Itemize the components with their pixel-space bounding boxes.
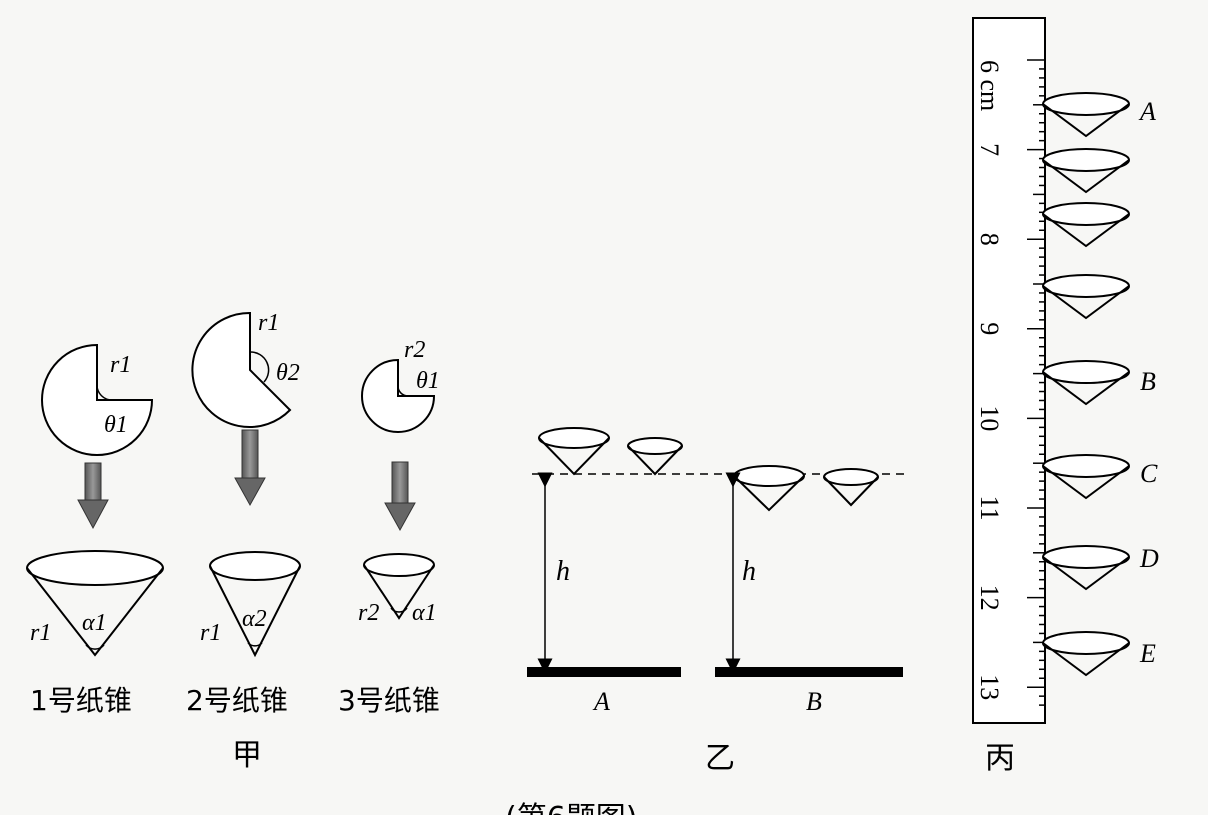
ruler-tick-label: 7 [975, 143, 1004, 156]
ruler-ticks [1027, 59, 1045, 706]
figure-caption: (第6题图) [505, 801, 638, 815]
cone-1-radius-label: r1 [30, 620, 51, 646]
ruler-cone [1042, 92, 1130, 138]
sector-1 [41, 343, 154, 456]
cone-2-radius-label: r1 [200, 620, 221, 646]
sector-3-angle-label: θ1 [416, 368, 440, 394]
cone-1-name: 1号纸锥 [30, 684, 132, 717]
ruler-cone [1042, 274, 1130, 320]
position-label: E [1139, 639, 1156, 668]
ruler-tick-labels: 6 cm 7 8 9 10 11 12 13 [975, 60, 1004, 700]
ruler: 6 cm 7 8 9 10 11 12 13 [972, 17, 1046, 724]
ruler-cone [1042, 454, 1130, 500]
arrow-1 [77, 462, 109, 530]
position-labels: A B C D E [1138, 97, 1159, 668]
ruler-tick-label: 6 cm [975, 60, 1004, 111]
arrow-2 [234, 429, 266, 507]
cone-3-name: 3号纸锥 [338, 684, 440, 717]
cone-3-angle-label: α1 [412, 600, 437, 626]
sector-3-radius-label: r2 [404, 337, 425, 363]
cone-1 [26, 550, 164, 657]
height-label-a: h [556, 556, 570, 587]
group-b-cones [733, 465, 879, 512]
ruler-tick-label: 8 [975, 233, 1004, 246]
ruler-tick-label: 13 [975, 674, 1004, 700]
ruler-tick-label: 11 [975, 495, 1004, 520]
sector-1-angle-label: θ1 [104, 412, 128, 438]
group-a-label: A [592, 687, 610, 716]
height-label-b: h [742, 556, 756, 587]
panel-bing-caption: 丙 [985, 741, 1015, 776]
cone-1-angle-label: α1 [82, 610, 107, 636]
sector-2 [191, 311, 292, 428]
position-label: B [1140, 367, 1156, 396]
group-b-label: B [806, 687, 822, 716]
panel-yi-caption: 乙 [705, 741, 735, 776]
ruler-cone [1042, 360, 1130, 406]
position-label: D [1139, 544, 1159, 573]
cone-3-radius-label: r2 [358, 600, 379, 626]
ruler-tick-label: 12 [975, 585, 1004, 611]
ruler-cone [1042, 545, 1130, 591]
sector-3 [361, 358, 436, 433]
ruler-cone [1042, 631, 1130, 677]
panel-yi-labels: h h A B 乙 [556, 556, 822, 776]
sector-2-radius-label: r1 [258, 310, 279, 336]
ruler-cone [1042, 148, 1130, 194]
group-a-cones [538, 427, 683, 476]
panel-jia-caption: 甲 [232, 738, 262, 773]
panel-jia [26, 311, 436, 658]
ruler-cone [1042, 202, 1130, 248]
ruler-tick-label: 10 [975, 405, 1004, 431]
arrow-3 [384, 461, 416, 532]
cone-3 [363, 553, 435, 620]
position-label: C [1140, 459, 1158, 488]
sector-1-radius-label: r1 [110, 352, 131, 378]
panel-yi [527, 427, 905, 677]
sector-2-angle-label: θ2 [276, 360, 300, 386]
cone-2 [209, 551, 301, 658]
position-label: A [1138, 97, 1156, 126]
cone-2-angle-label: α2 [242, 606, 267, 632]
ruler-cones [1042, 92, 1130, 677]
ruler-tick-label: 9 [975, 322, 1004, 335]
ground-a [527, 667, 681, 677]
panel-jia-labels: r1 θ1 r1 θ2 r2 θ1 r1 α1 r1 α2 r2 α1 1号纸锥… [30, 310, 440, 773]
cone-2-name: 2号纸锥 [186, 684, 288, 717]
ground-b [715, 667, 903, 677]
ruler-body [972, 17, 1046, 724]
